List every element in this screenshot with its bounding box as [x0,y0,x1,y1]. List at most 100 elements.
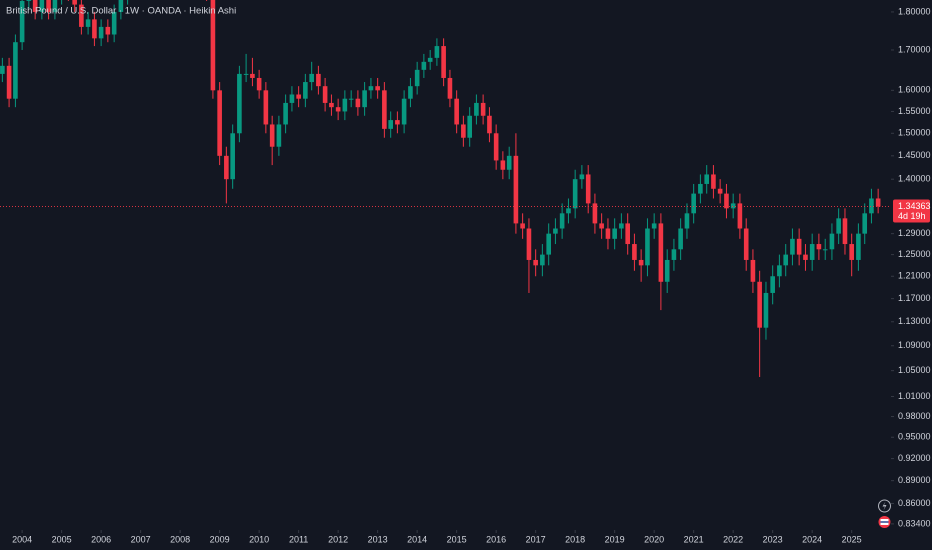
candle-body [809,244,815,260]
alert-circle[interactable] [878,499,891,513]
candle-body [612,228,617,239]
x-tick-label: 2009 [210,534,230,544]
candle-body [842,218,848,245]
candle-body [546,233,551,255]
candle-body [658,223,664,282]
flag-stripe[interactable] [880,521,889,523]
candle-body [474,102,479,116]
candle-body [632,244,637,260]
candle-body [559,213,565,229]
candle-body [32,0,38,12]
candle-body [283,102,288,125]
candle-body [276,124,282,147]
candle-body [783,254,789,266]
candle-body [585,174,591,204]
x-tick-label: 2006 [91,534,111,544]
candle-body [540,254,545,266]
candle-body [875,198,881,207]
x-tick-label: 2010 [249,534,269,544]
candle-body [243,73,249,75]
chart-title: British Pound / U.S. Dollar · 1W · OANDA… [6,6,236,17]
alert-bolt[interactable] [882,501,887,511]
candle-body [836,218,841,234]
last-price-label: 1.34363 [898,201,931,211]
x-tick-label: 2014 [407,534,427,544]
candle-body [0,65,5,74]
y-tick-label: 1.29000 [898,228,931,238]
candle-body [408,86,413,99]
x-tick-label: 2021 [684,534,704,544]
y-tick-label: 1.05000 [898,365,931,375]
candle-body [526,228,532,260]
candle-body [111,11,117,35]
candle-body [566,208,571,214]
candle-body [711,174,716,189]
y-tick-label: 0.86000 [898,498,931,508]
x-tick-label: 2023 [763,534,783,544]
countdown-label: 4d 19h [898,211,926,221]
y-tick-label: 1.80000 [898,6,931,16]
candle-body [447,77,453,99]
candle-body [454,98,459,125]
candle-body [638,259,644,266]
x-tick-label: 2011 [289,534,308,544]
candle-body [645,228,650,266]
candle-body [553,228,558,234]
candle-body [520,223,525,229]
candle-body [303,82,308,99]
x-tick-label: 2012 [328,534,348,544]
x-tick-label: 2017 [526,534,546,544]
candle-body [493,133,499,161]
candle-body [85,19,91,27]
candle-body [26,0,32,1]
candle-body [13,42,18,99]
candle-body [803,254,808,260]
candle-body [105,26,111,35]
x-tick-label: 2019 [605,534,625,544]
candle-body [757,281,762,328]
candle-body [704,174,710,184]
y-tick-label: 0.92000 [898,453,931,463]
axes: 1.80000 1.70000 1.60000 1.55000 1.50000 1.450… [12,6,930,544]
x-tick-label: 2025 [842,534,862,544]
candle-body [592,203,598,224]
candle-body [856,233,861,260]
candle-body [414,69,420,87]
candle-body [724,193,729,209]
candle-body [743,228,749,260]
candle-body [513,155,519,224]
candle-body [342,98,348,112]
candle-body [269,124,275,147]
x-tick-label: 2013 [368,534,388,544]
candle-body [401,98,407,125]
candle-body [619,223,624,229]
candle-body [533,259,538,266]
candle-body [480,102,486,116]
candle-body [322,86,328,103]
y-tick-label: 1.40000 [898,174,931,184]
candle-body [368,86,374,91]
candle-body [790,238,795,255]
candle-body [296,94,301,99]
candle-body [717,188,723,194]
candle-body [316,73,321,87]
alert-icon[interactable] [878,499,891,513]
y-tick-label: 0.89000 [898,475,931,485]
candle-body [849,244,854,260]
candle-body [217,90,222,156]
candle-body [210,0,216,91]
candle-body [441,46,446,78]
candle-body [770,276,775,293]
candle-body [237,73,242,134]
candle-body [355,98,361,108]
flag-icon[interactable] [878,516,891,528]
x-tick-label: 2004 [12,534,32,544]
candle-body [763,292,769,328]
candle-body [691,193,696,214]
y-tick-label: 0.83400 [898,518,931,528]
candle-body [572,179,578,209]
candle-body [829,233,835,250]
